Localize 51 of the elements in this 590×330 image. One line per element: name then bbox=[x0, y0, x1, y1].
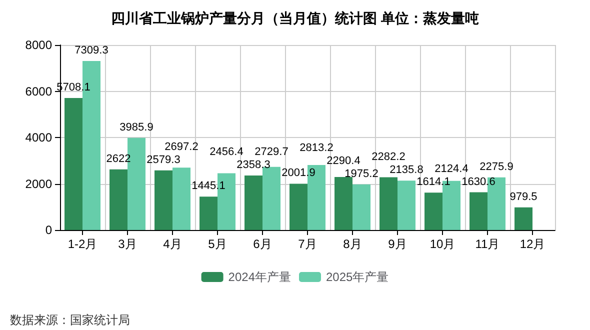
data-label: 1614.1 bbox=[416, 176, 450, 188]
x-tick-label: 7月 bbox=[298, 237, 317, 251]
bar bbox=[334, 177, 352, 230]
bar bbox=[244, 175, 262, 230]
bar bbox=[470, 192, 488, 230]
data-label: 979.5 bbox=[510, 190, 538, 203]
y-tick-label: 6000 bbox=[25, 84, 52, 98]
data-label: 2135.8 bbox=[390, 164, 424, 176]
bar bbox=[290, 184, 308, 230]
data-label: 7309.3 bbox=[74, 44, 108, 56]
data-label: 2697.2 bbox=[164, 140, 198, 153]
data-label: 2290.4 bbox=[326, 154, 360, 167]
data-label: 2813.2 bbox=[300, 142, 334, 154]
data-label: 3985.9 bbox=[120, 121, 154, 134]
bar bbox=[172, 168, 190, 230]
data-label: 2282.2 bbox=[372, 151, 406, 164]
data-label: 2579.3 bbox=[146, 154, 180, 166]
y-tick-label: 0 bbox=[45, 223, 52, 237]
x-tick-label: 8月 bbox=[343, 237, 362, 251]
data-label: 2124.4 bbox=[434, 163, 468, 176]
bar bbox=[424, 192, 442, 230]
y-tick-label: 8000 bbox=[25, 38, 52, 52]
bar bbox=[64, 98, 82, 230]
y-tick-label: 4000 bbox=[25, 130, 52, 144]
chart-title: 四川省工业锅炉产量分月（当月值）统计图 单位：蒸发量吨 bbox=[111, 10, 479, 26]
x-tick-label: 10月 bbox=[430, 237, 456, 251]
x-tick-label: 3月 bbox=[118, 237, 137, 251]
x-tick-label: 12月 bbox=[520, 237, 546, 251]
x-tick-label: 5月 bbox=[208, 237, 227, 251]
legend-label: 2024年产量 bbox=[228, 270, 292, 284]
x-tick-label: 1-2月 bbox=[68, 237, 98, 251]
data-label: 2358.3 bbox=[236, 158, 270, 171]
data-label: 2729.7 bbox=[254, 146, 288, 158]
x-tick-label: 4月 bbox=[163, 237, 182, 251]
bar bbox=[262, 166, 280, 230]
y-tick-label: 2000 bbox=[25, 176, 52, 191]
bar bbox=[352, 184, 370, 230]
bar bbox=[200, 196, 218, 230]
x-tick-label: 11月 bbox=[475, 237, 500, 251]
bar bbox=[154, 170, 172, 230]
legend-label: 2025年产量 bbox=[326, 270, 389, 284]
source-note: 数据来源：国家统计局 bbox=[10, 313, 130, 327]
bar bbox=[398, 180, 416, 230]
bar bbox=[380, 177, 398, 230]
data-label: 2456.4 bbox=[210, 146, 244, 158]
data-label: 2275.9 bbox=[480, 160, 514, 173]
bar bbox=[514, 207, 532, 230]
bar bbox=[110, 169, 128, 230]
x-tick-label: 6月 bbox=[253, 237, 272, 251]
x-tick-label: 9月 bbox=[388, 237, 407, 251]
data-label: 1975.2 bbox=[344, 168, 378, 180]
